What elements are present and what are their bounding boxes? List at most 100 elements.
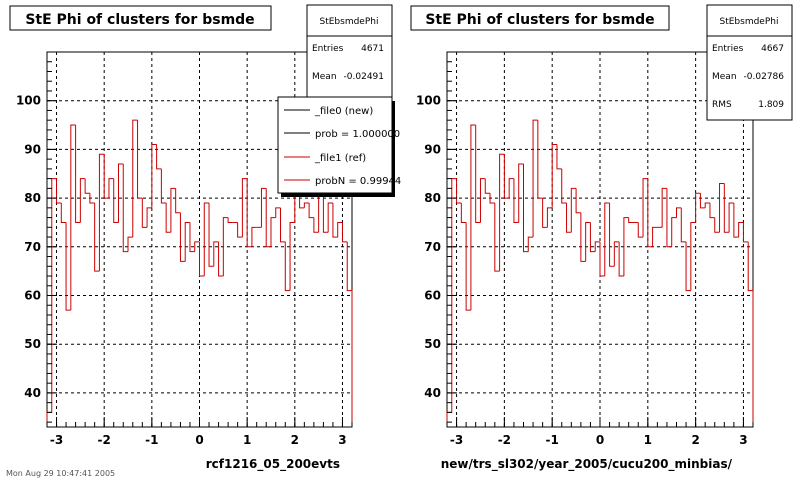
- right-histogram-bin-28: [580, 212, 586, 262]
- left-histogram-bin-16: [122, 164, 129, 253]
- right-stats-rms-value: 1.809: [758, 100, 784, 110]
- right-y-tick-label-5: 90: [424, 142, 441, 156]
- right-x-tick-label-6: 3: [739, 433, 747, 447]
- left-histogram-bin-40: [237, 222, 243, 238]
- left-histogram-bin-63: [346, 241, 353, 427]
- right-grid: [447, 52, 753, 427]
- right-histogram-bin-55: [709, 202, 715, 219]
- left-histogram-bin-5: [70, 124, 76, 311]
- left-histogram-bin-23: [156, 144, 162, 170]
- right-histogram-bin-33: [604, 202, 610, 277]
- right-x-tick-label-2: -1: [546, 433, 559, 447]
- right-histogram-bin-63: [747, 241, 754, 427]
- right-histogram-bin-16: [523, 164, 529, 253]
- right-histogram-bin-54: [704, 202, 710, 208]
- left-x-tick-label-0: -3: [50, 433, 63, 447]
- right-histogram-bin-3: [460, 202, 467, 223]
- right-histogram-bin-60: [733, 202, 739, 238]
- right-histogram-bin-53: [699, 193, 706, 209]
- right-histogram-bin-31: [594, 241, 600, 252]
- right-x-tick-label-1: -2: [498, 433, 511, 447]
- right-histogram-bin-56: [714, 217, 720, 233]
- right-histogram-bin-59: [728, 202, 734, 233]
- left-histogram-bin-22: [151, 144, 157, 208]
- right-stats-title: StEbsmdePhi: [720, 17, 779, 27]
- left-y-tick-label-0: 40: [24, 386, 41, 400]
- left-x-tick-label-6: 3: [338, 433, 346, 447]
- right-histogram-bin-51: [690, 221, 696, 291]
- right-y-tick-label-6: 100: [416, 94, 441, 108]
- left-histogram-bin-58: [322, 183, 329, 233]
- right-stats-mean-label: Mean: [712, 72, 737, 82]
- right-histogram-bin-41: [642, 178, 648, 238]
- left-histogram-bin-9: [89, 193, 95, 204]
- left-histogram-bin-51: [289, 221, 295, 291]
- right-x-tick-label-4: 1: [644, 433, 652, 447]
- right-histogram-bin-23: [556, 144, 562, 170]
- left-histogram-bin-54: [303, 202, 310, 208]
- left-histogram-bin-14: [113, 178, 119, 223]
- left-histogram-bin-15: [117, 163, 124, 223]
- right-x-tick-label-0: -3: [450, 433, 463, 447]
- left-histogram-bin-19: [137, 120, 143, 199]
- left-x-tick-label-4: 1: [243, 433, 251, 447]
- left-stats-title: StEbsmdePhi: [320, 17, 379, 27]
- right-histogram-bin-12: [503, 154, 510, 199]
- right-histogram-bin-48: [676, 207, 682, 218]
- right-histogram-bin-13: [508, 178, 514, 199]
- left-histogram-bin-25: [165, 202, 171, 233]
- left-axes: -3 -2 -1 0 1 2 3 40 50 60 70 80 90 100: [16, 51, 353, 447]
- left-histogram-bin-41: [241, 178, 248, 238]
- left-histogram-bin-49: [280, 207, 286, 243]
- left-histogram-bin-32: [199, 241, 205, 277]
- right-histogram-bin-58: [723, 183, 730, 233]
- left-histogram-bin-26: [170, 187, 176, 233]
- left-histogram-panel: -3 -2 -1 0 1 2 3 40 50 60 70 80 90 100 StE Phi of clu…: [9, 4, 401, 472]
- left-stats-entries-value: 4671: [361, 44, 384, 54]
- left-histogram-bin-47: [270, 217, 276, 247]
- right-x-tick-label-5: 2: [691, 433, 699, 447]
- legend-file1-label: _file1 (ref): [314, 153, 366, 164]
- left-histogram-bin-38: [227, 217, 233, 223]
- right-histogram-bin-6: [475, 125, 481, 223]
- right-histogram-bin-22: [551, 144, 557, 208]
- right-histogram-bin-20: [542, 198, 548, 228]
- right-stats-entries-value: 4667: [761, 44, 784, 54]
- right-histogram-bin-52: [695, 192, 701, 223]
- right-x-tick-label-3: 0: [596, 433, 604, 447]
- left-histogram-bin-59: [327, 202, 333, 233]
- left-stats-mean-label: Mean: [312, 72, 337, 82]
- left-histogram-bin-17: [127, 236, 133, 252]
- left-histogram-bin-18: [132, 119, 138, 238]
- right-histogram-bin-34: [609, 202, 615, 267]
- left-histogram-bin-46: [265, 188, 271, 248]
- left-y-tick-label-1: 50: [24, 337, 41, 351]
- right-histogram-bin-2: [456, 178, 462, 204]
- right-histogram-bin-40: [637, 222, 644, 238]
- right-y-tick-label-4: 80: [424, 191, 441, 205]
- right-histogram-bin-61: [738, 221, 744, 238]
- left-y-tick-label-2: 60: [24, 289, 41, 303]
- left-histogram-bin-21: [146, 207, 152, 228]
- left-histogram-bin-3: [60, 202, 67, 223]
- right-histogram-bin-21: [546, 207, 553, 228]
- right-histogram-bin-17: [527, 236, 534, 252]
- left-histogram-bin-37: [222, 217, 229, 277]
- left-histogram-bin-61: [337, 221, 343, 238]
- left-histogram-bin-28: [179, 212, 186, 262]
- right-histogram-bin-18: [532, 119, 538, 238]
- right-histogram-bin-10: [494, 202, 500, 272]
- right-histogram-bin-35: [613, 241, 620, 267]
- right-histogram-bin-49: [680, 207, 687, 243]
- left-grid: [47, 52, 352, 427]
- left-title-box: StE Phi of clusters for bsmde: [9, 5, 272, 31]
- left-histogram-bin-33: [203, 202, 210, 277]
- right-histogram-bin-36: [618, 241, 624, 277]
- left-histogram-bin-31: [194, 241, 200, 252]
- right-histogram-bin-43: [652, 226, 658, 247]
- right-histogram-bin-5: [470, 124, 476, 311]
- left-histogram-bin-43: [251, 226, 257, 247]
- right-x-axis-label: new/trs_sl302/year_2005/cucu200_minbias/: [441, 457, 733, 472]
- left-y-tick-label-4: 80: [24, 191, 41, 205]
